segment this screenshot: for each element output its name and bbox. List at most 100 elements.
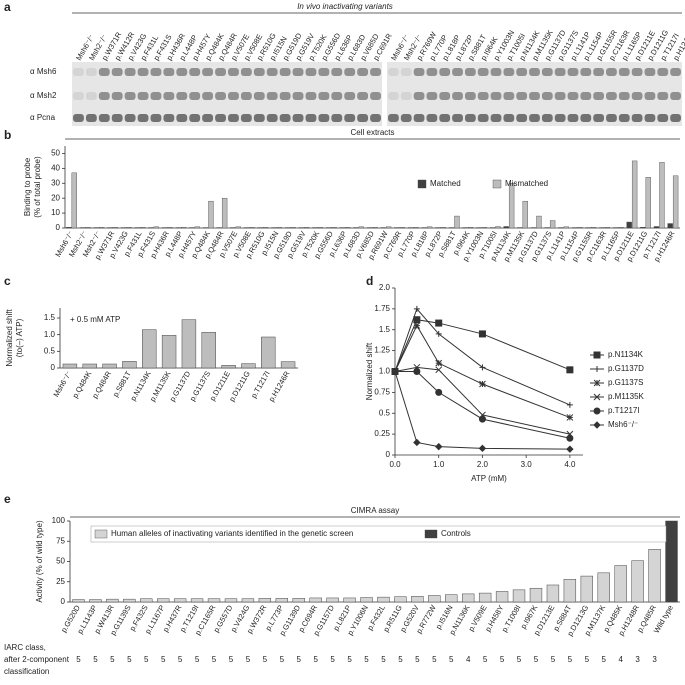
bar [122, 361, 137, 369]
band [439, 68, 451, 76]
row-label: after 2-component [4, 655, 70, 664]
row-value: 5 [313, 655, 318, 664]
bar [98, 227, 105, 229]
band [529, 68, 540, 76]
bar [563, 579, 577, 603]
row-value: 5 [161, 655, 166, 664]
bar [303, 227, 310, 229]
bar [546, 584, 560, 603]
band [464, 68, 476, 76]
bar [194, 226, 200, 229]
y-tick-label: 1.5 [44, 313, 56, 322]
band [215, 114, 226, 122]
band [477, 68, 489, 76]
bar [672, 175, 679, 229]
band [413, 114, 425, 122]
row-value: 5 [551, 655, 556, 664]
row-value: 5 [415, 655, 420, 664]
bar [62, 363, 78, 369]
bar [343, 597, 356, 603]
band [253, 68, 265, 76]
band [266, 92, 278, 100]
bar [665, 520, 678, 603]
legend-label: Human alleles of inactivating variants i… [111, 529, 353, 538]
band [452, 68, 463, 76]
x-tick-label: 1.0 [433, 460, 445, 469]
bar [261, 336, 276, 369]
marker [479, 364, 486, 371]
marker [594, 366, 600, 372]
band [593, 68, 605, 76]
x-axis-label: ATP (mM) [471, 474, 507, 483]
y-tick-label: 0.5 [379, 408, 391, 417]
band [567, 68, 579, 76]
y-tick-label: 1.0 [379, 367, 391, 376]
band [124, 114, 136, 122]
legend-box [90, 525, 667, 543]
band [388, 92, 399, 100]
bar [157, 598, 170, 603]
band [657, 114, 669, 122]
band [618, 114, 630, 122]
y-tick-label: 50 [51, 149, 60, 158]
band [477, 92, 489, 100]
bar [280, 361, 296, 369]
band [73, 114, 84, 122]
bar [667, 223, 673, 229]
bar [626, 221, 632, 229]
legend-swatch [424, 529, 438, 539]
bar [249, 227, 255, 229]
bar [631, 160, 638, 229]
band [503, 68, 515, 76]
row-value: 5 [500, 655, 505, 664]
band [593, 92, 605, 100]
bar [276, 227, 282, 229]
band [464, 114, 476, 122]
band [202, 114, 214, 122]
band [318, 114, 330, 122]
band [631, 68, 643, 76]
marker [413, 322, 421, 329]
marker [479, 380, 486, 388]
series-line [394, 324, 571, 418]
legend-label: Matched [430, 179, 461, 188]
bar [640, 227, 646, 229]
band [554, 92, 566, 100]
blot-title: In vivo inactivating variants [297, 2, 393, 11]
band [657, 92, 669, 100]
row-value: 5 [330, 655, 335, 664]
band [305, 92, 317, 100]
x-tick-label: 4.0 [564, 460, 576, 469]
band [344, 114, 356, 122]
band [98, 68, 110, 76]
bar [428, 595, 441, 603]
band [516, 114, 528, 122]
bar [385, 226, 392, 229]
band [452, 114, 463, 122]
band [490, 114, 502, 122]
row-value: 5 [127, 655, 132, 664]
band [253, 114, 265, 122]
band [279, 114, 291, 122]
band [240, 92, 252, 100]
annotation: + 0.5 mM ATP [70, 315, 120, 324]
band [400, 114, 412, 122]
bar [85, 227, 91, 229]
band [98, 114, 110, 122]
row-label: α Msh6 [30, 67, 57, 76]
row-value: 5 [364, 655, 369, 664]
band [137, 92, 149, 100]
y-tick-label: 20 [51, 193, 60, 202]
band [606, 92, 617, 100]
band [305, 68, 317, 76]
y-tick-label: 0.5 [44, 346, 56, 355]
bar [66, 227, 72, 229]
band [490, 68, 502, 76]
band [388, 114, 399, 122]
legend-label: Controls [441, 529, 471, 538]
band [292, 92, 304, 100]
band [452, 92, 463, 100]
band [426, 114, 438, 122]
band [631, 114, 643, 122]
